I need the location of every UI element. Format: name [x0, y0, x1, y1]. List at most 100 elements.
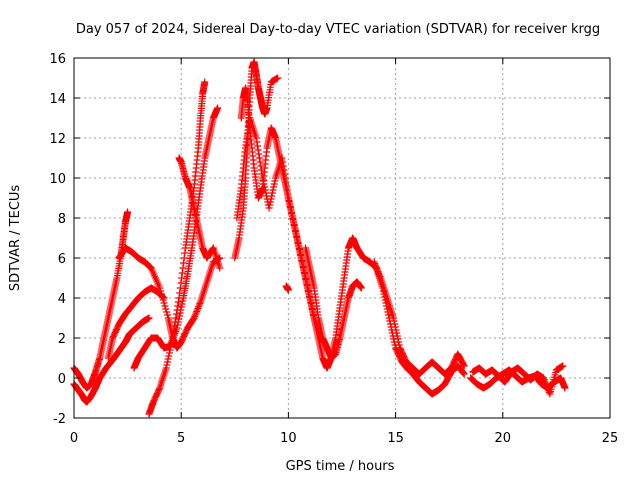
data-point: [298, 257, 306, 265]
data-point: [190, 314, 198, 322]
data-point: [290, 218, 298, 226]
y-tick-label: 6: [58, 252, 66, 267]
data-point: [261, 183, 269, 191]
x-tick-label: 25: [602, 431, 619, 446]
series-trace-f: [145, 78, 209, 418]
data-point: [291, 227, 299, 235]
data-point: [169, 334, 177, 342]
data-point: [165, 349, 173, 357]
data-point: [281, 170, 289, 178]
data-point: [373, 266, 381, 274]
data-point: [290, 221, 298, 229]
data-point: [193, 308, 201, 316]
x-tick-label: 10: [280, 431, 297, 446]
data-point: [260, 180, 268, 188]
data-point: [167, 340, 175, 348]
data-point: [389, 314, 397, 322]
data-point: [305, 290, 313, 298]
data-point: [178, 274, 186, 282]
data-point: [393, 332, 401, 340]
data-point: [179, 297, 187, 305]
data-point: [375, 269, 383, 277]
data-point: [294, 239, 302, 247]
data-point: [541, 377, 549, 385]
x-tick-label: 0: [70, 431, 78, 446]
data-point: [460, 370, 468, 378]
data-point: [262, 189, 270, 197]
data-point: [460, 362, 468, 370]
data-point: [194, 304, 202, 312]
series-trace-o: [409, 362, 468, 398]
data-point: [252, 134, 260, 142]
data-point: [178, 300, 186, 308]
data-point: [177, 279, 185, 287]
data-point: [281, 174, 289, 182]
series-trace-g: [175, 154, 224, 272]
data-point: [267, 195, 275, 203]
data-point: [288, 212, 296, 220]
data-point: [284, 286, 292, 294]
data-point: [279, 162, 287, 170]
data-point: [255, 154, 263, 162]
x-axis-label: GPS time / hours: [286, 459, 395, 474]
data-point: [254, 146, 262, 154]
data-point: [297, 251, 305, 259]
series-trace-k: [282, 282, 292, 294]
series-trace-h: [231, 58, 282, 262]
data-point: [304, 287, 312, 295]
data-point: [280, 166, 288, 174]
data-point: [561, 384, 569, 392]
data-point: [163, 358, 171, 366]
data-point: [168, 337, 176, 345]
data-point: [289, 215, 297, 223]
y-axis-label: SDTVAR / TECUs: [8, 185, 23, 292]
data-point: [296, 248, 304, 256]
data-point: [295, 245, 303, 253]
y-tick-label: 10: [49, 172, 66, 187]
data-point: [460, 369, 468, 377]
data-point: [257, 166, 265, 174]
data-point: [169, 330, 177, 338]
data-point: [124, 208, 132, 216]
series-trace-n: [370, 258, 468, 378]
data-point: [559, 362, 567, 370]
series-trace-l: [302, 244, 365, 362]
data-point: [163, 361, 171, 369]
data-point: [373, 264, 381, 272]
x-tick-label: 15: [387, 431, 404, 446]
data-point: [390, 317, 398, 325]
data-point: [542, 380, 550, 388]
data-point: [178, 269, 186, 277]
data-point: [300, 266, 308, 274]
data-point: [256, 158, 264, 166]
data-point: [302, 275, 310, 283]
data-point: [395, 338, 403, 346]
data-point: [162, 364, 170, 372]
x-tick-label: 5: [177, 431, 185, 446]
data-point: [180, 254, 188, 262]
y-tick-label: 2: [58, 332, 66, 347]
data-point: [285, 197, 293, 205]
data-point: [254, 142, 262, 150]
data-point: [278, 154, 286, 162]
data-point: [216, 264, 224, 272]
data-point: [181, 249, 189, 257]
data-points: [70, 58, 569, 418]
data-point: [543, 384, 551, 392]
data-point: [195, 303, 203, 311]
data-point: [299, 263, 307, 271]
data-point: [177, 303, 185, 311]
data-point: [395, 341, 403, 349]
y-tick-label: 8: [58, 212, 66, 227]
data-point: [171, 318, 179, 326]
data-point: [155, 385, 163, 393]
data-point: [192, 309, 200, 317]
data-point: [164, 355, 172, 363]
y-tick-label: 16: [49, 52, 66, 67]
data-point: [179, 264, 187, 272]
data-point: [180, 259, 188, 267]
data-point: [258, 170, 266, 178]
data-point: [299, 260, 307, 268]
data-point: [295, 242, 303, 250]
data-point: [286, 200, 294, 208]
